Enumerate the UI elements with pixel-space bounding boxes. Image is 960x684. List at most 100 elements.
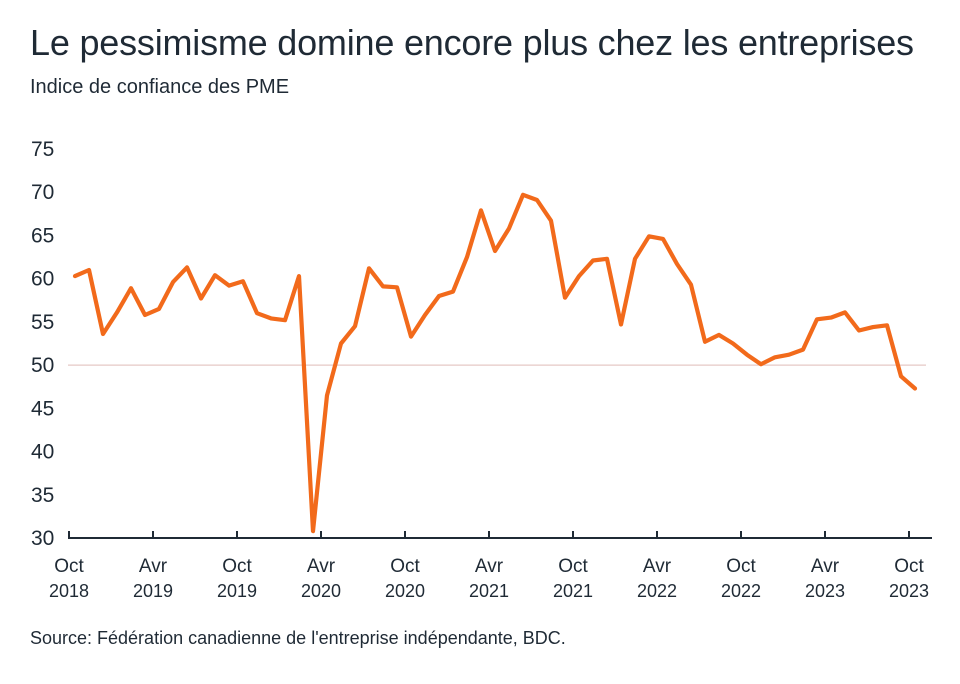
data-point bbox=[899, 374, 903, 378]
chart-subtitle: Indice de confiance des PME bbox=[30, 76, 290, 98]
y-axis-ticks: 75 70 65 60 55 50 45 40 35 30 bbox=[31, 138, 54, 550]
data-point bbox=[73, 274, 77, 278]
data-point bbox=[885, 323, 889, 327]
x-tick-year: 2021 bbox=[553, 581, 593, 601]
x-tick-month: Oct bbox=[894, 556, 924, 577]
data-point bbox=[731, 342, 735, 346]
data-point bbox=[745, 353, 749, 357]
data-point bbox=[255, 311, 259, 315]
data-point bbox=[241, 279, 245, 283]
data-point bbox=[465, 255, 469, 259]
x-tick-year: 2020 bbox=[385, 581, 425, 601]
x-tick-month: Avr bbox=[139, 556, 168, 577]
data-point bbox=[423, 313, 427, 317]
x-tick-month: Oct bbox=[558, 556, 588, 577]
data-point bbox=[689, 283, 693, 287]
x-tick-year: 2018 bbox=[49, 581, 89, 601]
y-tick-label: 55 bbox=[31, 311, 54, 334]
data-point bbox=[409, 335, 413, 339]
data-point bbox=[759, 362, 763, 366]
data-point bbox=[115, 310, 119, 314]
data-point bbox=[787, 353, 791, 357]
data-point bbox=[269, 316, 273, 320]
data-point bbox=[829, 316, 833, 320]
x-tick-year: 2022 bbox=[637, 581, 677, 601]
data-point bbox=[143, 313, 147, 317]
data-point bbox=[633, 257, 637, 261]
data-point bbox=[171, 280, 175, 284]
data-point bbox=[353, 324, 357, 328]
data-point bbox=[703, 340, 707, 344]
series-line-confidence-index bbox=[72, 192, 918, 534]
data-point bbox=[87, 268, 91, 272]
y-tick-label: 40 bbox=[31, 441, 54, 464]
data-point bbox=[717, 333, 721, 337]
x-tick-month: Avr bbox=[307, 556, 336, 577]
x-tick-year: 2019 bbox=[217, 581, 257, 601]
data-point bbox=[395, 285, 399, 289]
x-axis-ticks: Oct 2018 Avr 2019 Oct 2019 Avr 2020 Oct 2020 Avr 20… bbox=[49, 531, 929, 601]
x-tick-month: Avr bbox=[643, 556, 672, 577]
y-tick-label: 60 bbox=[31, 268, 54, 291]
x-tick-month: Avr bbox=[475, 556, 504, 577]
y-tick-label: 70 bbox=[31, 181, 54, 204]
data-point bbox=[157, 307, 161, 311]
x-tick-year: 2020 bbox=[301, 581, 341, 601]
data-point bbox=[283, 318, 287, 322]
source-note: Source: Fédération canadienne de l'entre… bbox=[30, 628, 566, 648]
data-point bbox=[815, 317, 819, 321]
data-point bbox=[325, 393, 329, 397]
x-tick-month: Avr bbox=[811, 556, 840, 577]
data-point bbox=[535, 198, 539, 202]
data-point bbox=[213, 273, 217, 277]
y-tick-label: 50 bbox=[31, 354, 54, 377]
data-point bbox=[577, 274, 581, 278]
data-point bbox=[661, 237, 665, 241]
y-tick-label: 35 bbox=[31, 484, 54, 507]
x-tick-month: Oct bbox=[54, 556, 84, 577]
data-point bbox=[563, 296, 567, 300]
data-point bbox=[619, 322, 623, 326]
y-tick-label: 30 bbox=[31, 527, 54, 550]
y-tick-label: 65 bbox=[31, 224, 54, 247]
data-point bbox=[101, 332, 105, 336]
data-point bbox=[479, 208, 483, 212]
data-point bbox=[675, 262, 679, 266]
data-point bbox=[185, 265, 189, 269]
data-point bbox=[591, 259, 595, 263]
data-point bbox=[311, 529, 315, 533]
data-point bbox=[381, 284, 385, 288]
chart-title: Le pessimisme domine encore plus chez le… bbox=[30, 22, 914, 63]
data-point bbox=[605, 257, 609, 261]
y-tick-label: 45 bbox=[31, 397, 54, 420]
data-point bbox=[367, 266, 371, 270]
x-tick-month: Oct bbox=[222, 556, 252, 577]
data-point bbox=[521, 193, 525, 197]
data-point bbox=[913, 386, 917, 390]
data-point bbox=[549, 219, 553, 223]
data-point bbox=[227, 284, 231, 288]
x-tick-month: Oct bbox=[726, 556, 756, 577]
data-point bbox=[493, 249, 497, 253]
data-point bbox=[647, 234, 651, 238]
data-points bbox=[73, 193, 917, 533]
x-tick-year: 2022 bbox=[721, 581, 761, 601]
x-tick-year: 2019 bbox=[133, 581, 173, 601]
data-point bbox=[297, 274, 301, 278]
data-point bbox=[451, 290, 455, 294]
x-tick-year: 2023 bbox=[805, 581, 845, 601]
data-point bbox=[801, 348, 805, 352]
x-tick-month: Oct bbox=[390, 556, 420, 577]
data-point bbox=[199, 297, 203, 301]
y-tick-label: 75 bbox=[31, 138, 54, 161]
x-tick-year: 2023 bbox=[889, 581, 929, 601]
data-point bbox=[437, 294, 441, 298]
data-point bbox=[507, 227, 511, 231]
data-point bbox=[871, 325, 875, 329]
data-point bbox=[843, 310, 847, 314]
data-point bbox=[857, 329, 861, 333]
x-tick-year: 2021 bbox=[469, 581, 509, 601]
data-point bbox=[339, 342, 343, 346]
data-point bbox=[129, 286, 133, 290]
